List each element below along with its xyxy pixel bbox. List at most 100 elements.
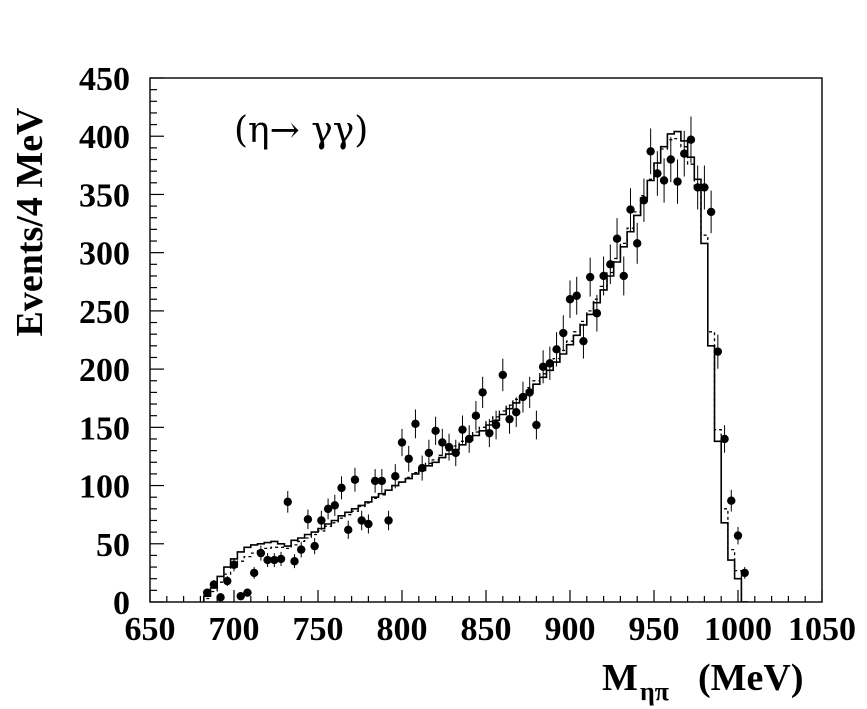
- point-marker: [505, 414, 514, 424]
- data-point: [579, 323, 588, 359]
- point-marker: [525, 388, 534, 397]
- point-marker: [458, 425, 467, 434]
- point-marker: [431, 426, 440, 436]
- data-point: [693, 165, 702, 210]
- point-marker: [498, 370, 507, 380]
- point-marker: [209, 580, 219, 589]
- point-marker: [646, 147, 655, 156]
- data-point: [323, 498, 333, 520]
- data-point: [585, 257, 595, 297]
- data-point: [471, 400, 481, 431]
- point-marker: [653, 169, 662, 178]
- point-marker: [579, 336, 588, 346]
- point-marker: [249, 568, 259, 578]
- point-marker: [659, 176, 669, 185]
- point-marker: [706, 207, 716, 217]
- point-marker: [216, 593, 225, 602]
- point-marker: [290, 557, 299, 566]
- point-marker: [444, 442, 454, 452]
- data-point: [612, 218, 622, 260]
- point-marker: [236, 591, 245, 601]
- y-tick-label: 400: [79, 119, 130, 156]
- data-point: [706, 190, 716, 234]
- point-marker: [229, 560, 239, 569]
- data-point: [673, 159, 682, 204]
- point-marker: [740, 568, 749, 578]
- point-marker: [720, 434, 729, 444]
- point-marker: [626, 205, 635, 214]
- data-point: [633, 222, 642, 264]
- point-marker: [532, 420, 541, 430]
- point-marker: [565, 295, 575, 304]
- point-marker: [545, 359, 555, 368]
- point-marker: [411, 419, 420, 429]
- point-marker: [673, 177, 682, 186]
- point-marker: [283, 497, 292, 507]
- data-point: [263, 553, 272, 568]
- data-point: [532, 410, 541, 440]
- y-tick-label: 300: [79, 236, 130, 273]
- data-point: [572, 276, 581, 315]
- data-point: [646, 128, 655, 175]
- point-marker: [606, 260, 615, 269]
- x-tick-label: 1000: [704, 611, 772, 648]
- plot-area: [202, 116, 749, 602]
- point-marker: [391, 472, 400, 481]
- data-point: [350, 467, 360, 492]
- data-point: [498, 358, 507, 392]
- y-tick-label: 150: [79, 410, 130, 447]
- axis-layer: 650 700 750 800 850 900 950 1000 1050 0 50 100 150 20…: [79, 61, 856, 648]
- point-marker: [243, 588, 252, 597]
- point-marker: [478, 388, 487, 397]
- point-marker: [323, 504, 333, 514]
- point-marker: [559, 328, 568, 338]
- point-marker: [310, 541, 319, 551]
- histogram-solid: [203, 130, 749, 602]
- x-tick-label: 700: [209, 611, 260, 648]
- data-point: [202, 588, 212, 597]
- x-tick-label: 850: [461, 611, 512, 648]
- point-marker: [693, 183, 702, 192]
- point-marker: [633, 239, 642, 248]
- data-point: [478, 376, 487, 409]
- point-marker: [397, 438, 407, 447]
- data-point: [505, 404, 514, 434]
- point-marker: [404, 454, 413, 463]
- y-tick-label: 100: [79, 469, 130, 506]
- data-point: [485, 419, 494, 448]
- data-point: [438, 428, 447, 457]
- data-point: [458, 415, 467, 444]
- data-point: [653, 151, 662, 196]
- point-marker: [733, 531, 743, 540]
- data-point: [276, 551, 286, 566]
- point-marker: [357, 516, 366, 525]
- data-point: [364, 514, 373, 534]
- x-axis-label-main: M: [602, 657, 638, 699]
- data-point: [451, 439, 460, 467]
- data-point: [518, 381, 528, 413]
- data-point: [236, 591, 245, 601]
- data-point: [391, 464, 400, 489]
- point-marker: [552, 345, 561, 354]
- point-marker: [337, 483, 346, 493]
- x-tick-label: 1050: [788, 611, 856, 648]
- data-point: [209, 580, 219, 590]
- data-point: [592, 294, 602, 332]
- point-marker: [680, 149, 689, 158]
- data-point: [370, 469, 380, 493]
- point-marker: [619, 271, 628, 281]
- data-point: [310, 538, 319, 555]
- data-point: [431, 416, 440, 445]
- data-point: [720, 425, 729, 453]
- data-point: [525, 376, 534, 409]
- data-point: [290, 554, 299, 569]
- point-marker: [417, 463, 427, 473]
- data-point: [740, 567, 749, 579]
- data-point: [404, 445, 413, 472]
- data-point: [297, 541, 306, 558]
- data-point: [417, 455, 427, 481]
- data-point: [256, 545, 266, 561]
- point-marker: [512, 407, 521, 417]
- point-marker: [303, 515, 313, 524]
